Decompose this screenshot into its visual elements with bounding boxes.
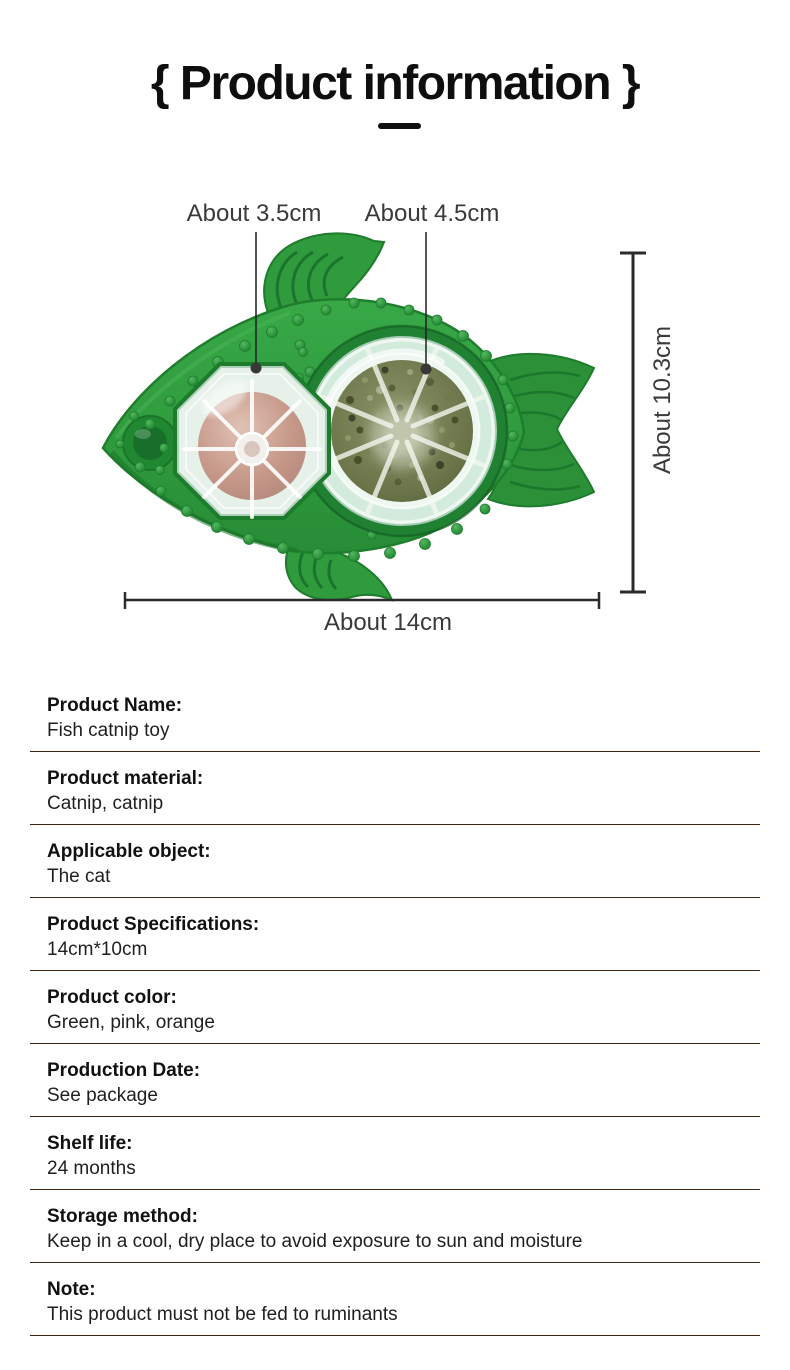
spec-row-product-name: Product Name: Fish catnip toy bbox=[30, 679, 760, 752]
spec-value: Green, pink, orange bbox=[47, 1012, 215, 1033]
fish-dorsal-fin bbox=[263, 232, 386, 322]
title-underline-dash bbox=[378, 123, 421, 129]
height-dimension-line bbox=[620, 251, 646, 594]
spec-row-product-color: Product color: Green, pink, orange bbox=[30, 971, 760, 1044]
width-dimension-line bbox=[123, 592, 601, 609]
spec-label: Product material: bbox=[47, 768, 204, 789]
spec-label: Applicable object: bbox=[47, 841, 211, 862]
spec-label: Note: bbox=[47, 1279, 96, 1300]
spec-label: Product color: bbox=[47, 987, 177, 1008]
spec-row-product-material: Product material: Catnip, catnip bbox=[30, 752, 760, 825]
spec-row-shelf-life: Shelf life: 24 months bbox=[30, 1117, 760, 1190]
fish-toy-image bbox=[101, 232, 646, 609]
spec-value: 14cm*10cm bbox=[47, 939, 148, 960]
spec-label: Shelf life: bbox=[47, 1133, 133, 1154]
page-title: { Product information } bbox=[150, 57, 641, 110]
spec-label: Product Specifications: bbox=[47, 914, 260, 935]
dimension-lines bbox=[123, 232, 646, 609]
leader-dot-large-ball bbox=[420, 363, 432, 375]
spec-label: Production Date: bbox=[47, 1060, 201, 1081]
spec-row-applicable-object: Applicable object: The cat bbox=[30, 825, 760, 898]
label-toy-height: About 10.3cm bbox=[649, 325, 676, 475]
label-small-ball-diameter: About 3.5cm bbox=[186, 200, 322, 227]
spec-row-note: Note: This product must not be fed to ru… bbox=[30, 1263, 760, 1336]
large-catnip-dome bbox=[295, 324, 509, 538]
leader-dot-small-ball bbox=[250, 362, 262, 374]
product-figure: About 3.5cm About 4.5cm About 10.3cm Abo… bbox=[0, 0, 790, 660]
spec-value: This product must not be fed to ruminant… bbox=[47, 1304, 398, 1325]
spec-label: Storage method: bbox=[47, 1206, 198, 1227]
spec-value: See package bbox=[47, 1085, 158, 1106]
spec-value: The cat bbox=[47, 866, 111, 887]
dome-spokes bbox=[318, 347, 486, 515]
label-large-ball-diameter: About 4.5cm bbox=[364, 200, 500, 227]
spec-value: 24 months bbox=[47, 1158, 136, 1179]
spec-row-storage-method: Storage method: Keep in a cool, dry plac… bbox=[30, 1190, 760, 1263]
specification-list: Product Name: Fish catnip toy Product ma… bbox=[30, 679, 760, 1336]
spec-value: Keep in a cool, dry place to avoid expos… bbox=[47, 1231, 583, 1252]
spec-row-product-specifications: Product Specifications: 14cm*10cm bbox=[30, 898, 760, 971]
spec-value: Catnip, catnip bbox=[47, 793, 164, 814]
spec-label: Product Name: bbox=[47, 695, 183, 716]
label-toy-width: About 14cm bbox=[323, 609, 453, 636]
spec-value: Fish catnip toy bbox=[47, 720, 170, 741]
spec-row-production-date: Production Date: See package bbox=[30, 1044, 760, 1117]
small-catnip-capsule bbox=[173, 362, 331, 520]
